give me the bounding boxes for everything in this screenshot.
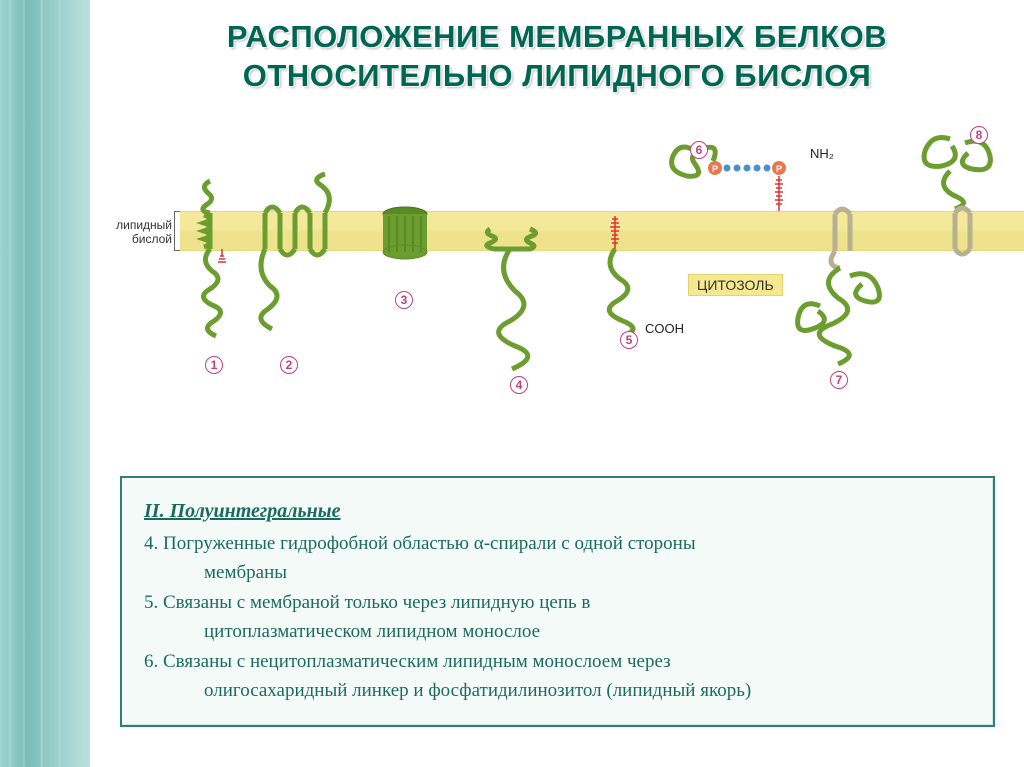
item-6: 6. Связаны с нецитоплазматическим липидн… bbox=[144, 648, 971, 705]
title-line2: ОТНОСИТЕЛЬНО ЛИПИДНОГО БИСЛОЯ bbox=[243, 58, 871, 93]
protein-3 bbox=[375, 206, 435, 266]
protein-2 bbox=[250, 171, 350, 371]
nh2-label: NH₂ bbox=[810, 146, 834, 161]
badge-3: 3 bbox=[395, 291, 413, 309]
protein-8 bbox=[910, 131, 1010, 271]
svg-text:P: P bbox=[712, 164, 718, 174]
cytosol-label: ЦИТОЗОЛЬ bbox=[688, 274, 783, 296]
cooh-label: COOH bbox=[645, 321, 684, 336]
bilayer-label: липидныйбислой bbox=[110, 218, 172, 247]
badge-6: 6 bbox=[690, 141, 708, 159]
protein-6: P P bbox=[665, 136, 805, 226]
item-5: 5. Связаны с мембраной только через липи… bbox=[144, 589, 971, 646]
section-title: II. Полуинтегральные bbox=[144, 496, 971, 526]
content-area: РАСПОЛОЖЕНИЕ МЕМБРАННЫХ БЕЛКОВ ОТНОСИТЕЛ… bbox=[90, 0, 1024, 767]
svg-text:P: P bbox=[776, 164, 782, 174]
badge-1: 1 bbox=[205, 356, 223, 374]
badge-7: 7 bbox=[830, 371, 848, 389]
item-4: 4. Погруженные гидрофобной областью α-сп… bbox=[144, 530, 971, 587]
bilayer-bracket bbox=[174, 211, 180, 251]
badge-5: 5 bbox=[620, 331, 638, 349]
badge-4: 4 bbox=[510, 376, 528, 394]
protein-4 bbox=[470, 221, 570, 391]
badge-2: 2 bbox=[280, 356, 298, 374]
page-title: РАСПОЛОЖЕНИЕ МЕМБРАННЫХ БЕЛКОВ ОТНОСИТЕЛ… bbox=[90, 0, 1024, 106]
protein-1 bbox=[190, 171, 250, 371]
membrane-diagram: липидныйбислой 1 2 bbox=[90, 116, 1024, 446]
protein-7 bbox=[790, 206, 900, 386]
side-decoration bbox=[0, 0, 90, 767]
badge-8: 8 bbox=[970, 126, 988, 144]
description-box: II. Полуинтегральные 4. Погруженные гидр… bbox=[120, 476, 995, 727]
title-line1: РАСПОЛОЖЕНИЕ МЕМБРАННЫХ БЕЛКОВ bbox=[227, 19, 887, 54]
